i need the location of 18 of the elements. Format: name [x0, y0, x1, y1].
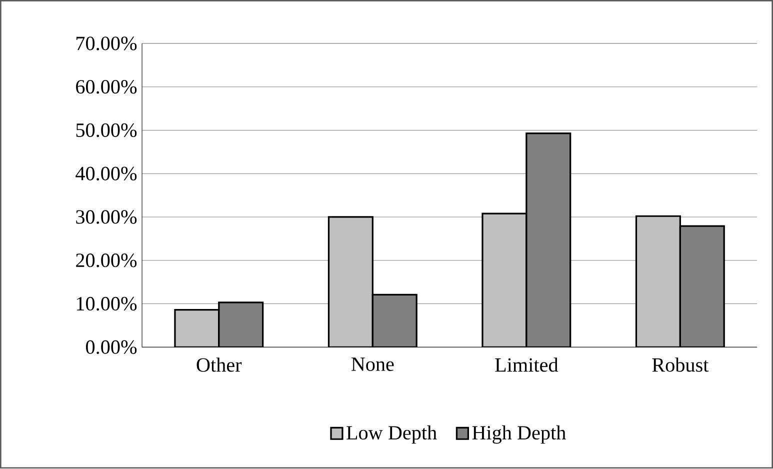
y-tick-label: 0.00%	[86, 340, 137, 354]
legend-label: Low Depth	[346, 426, 437, 444]
y-tick-label: 30.00%	[76, 210, 137, 224]
y-tick-label: 50.00%	[76, 124, 137, 138]
x-tick-label: Limited	[495, 358, 558, 372]
x-tick-label: None	[351, 358, 394, 372]
y-tick-label: 40.00%	[76, 167, 137, 181]
y-tick-label: 70.00%	[76, 36, 137, 51]
bar	[635, 216, 681, 348]
legend-label: High Depth	[472, 426, 566, 444]
y-tick-label: 20.00%	[76, 254, 137, 268]
bar	[482, 212, 528, 348]
bar	[328, 216, 374, 348]
x-tick-label: Robust	[652, 358, 709, 372]
y-tick-label: 10.00%	[76, 297, 137, 311]
x-tick-label: Other	[196, 358, 242, 372]
y-tick-label: 60.00%	[76, 80, 137, 94]
bar	[174, 309, 220, 348]
